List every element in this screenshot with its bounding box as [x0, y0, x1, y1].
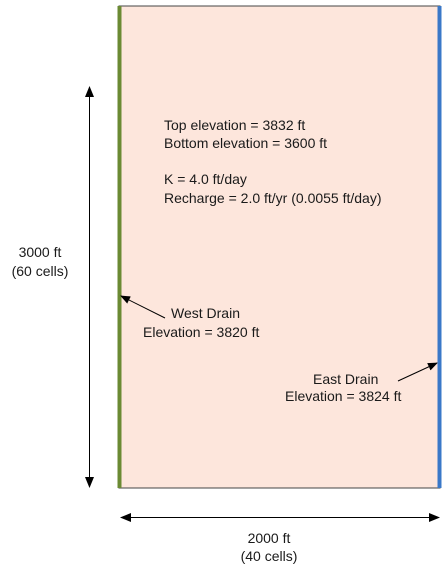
height-arrow-top: [85, 86, 94, 97]
top-elevation-label: Top elevation = 3832 ft: [164, 117, 305, 133]
bottom-elevation-label: Bottom elevation = 3600 ft: [164, 135, 327, 151]
height-cells-label: (60 cells): [12, 263, 69, 279]
recharge-label: Recharge = 2.0 ft/yr (0.0055 ft/day): [164, 190, 382, 206]
west-drain-pointer: [120, 295, 166, 319]
width-ft-label: 2000 ft: [248, 530, 291, 546]
east-drain-elevation: Elevation = 3824 ft: [285, 388, 401, 404]
width-arrow-right: [429, 513, 440, 522]
k-label: K = 4.0 ft/day: [164, 171, 247, 187]
west-drain-elevation: Elevation = 3820 ft: [143, 324, 259, 340]
height-ft-label: 3000 ft: [19, 244, 62, 260]
height-arrow-bottom: [85, 477, 94, 488]
model-domain: [118, 5, 441, 489]
width-arrow-left: [120, 513, 131, 522]
east-drain-pointer: [397, 362, 438, 382]
west-drain-label: West Drain: [171, 305, 240, 321]
width-cells-label: (40 cells): [241, 548, 298, 564]
east-drain-label: East Drain: [313, 371, 378, 387]
